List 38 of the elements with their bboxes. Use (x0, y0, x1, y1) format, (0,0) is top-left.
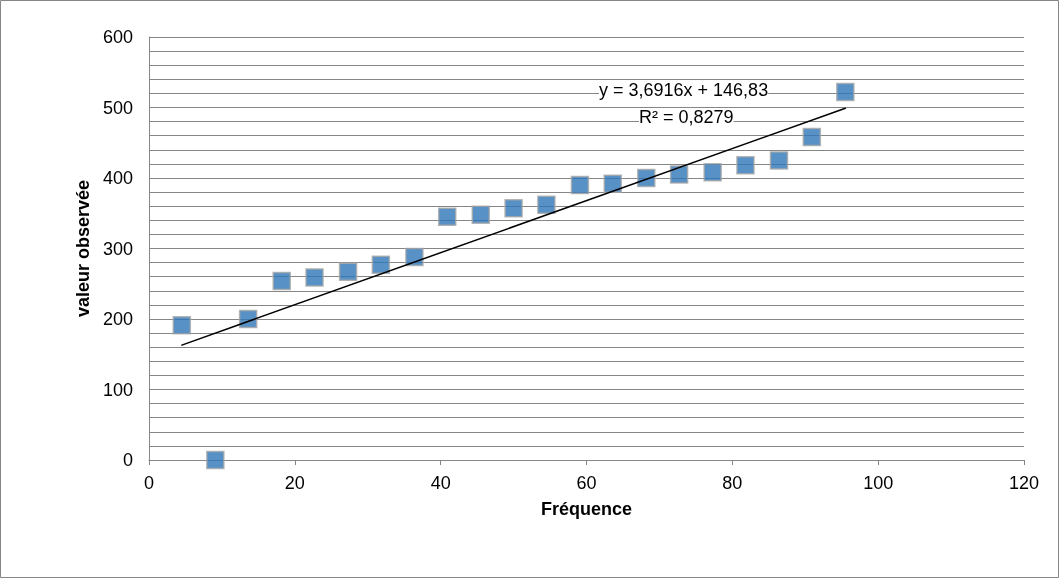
x-tick-label: 80 (722, 473, 743, 493)
annotation: R² = 0,8279 (639, 107, 734, 127)
point (603, 174, 622, 193)
x-tick-label: 20 (284, 473, 305, 493)
x-tick-label: 100 (863, 473, 894, 493)
y-tick-label: 100 (102, 379, 133, 400)
y-axis-title: valeur observée (73, 179, 94, 318)
y-tick-label: 600 (102, 27, 133, 47)
point (405, 247, 424, 267)
x-axis-title: Fréquence (540, 499, 633, 519)
y-tick-label: 0 (122, 450, 133, 470)
point (802, 127, 822, 147)
point (338, 262, 358, 282)
point (504, 199, 523, 218)
point (669, 165, 689, 184)
point (703, 163, 722, 182)
annotation: y = 3,6916x + 146,83 (599, 80, 769, 100)
point (471, 205, 491, 224)
x-tick-label: 0 (143, 473, 155, 493)
y-tick-label: 400 (102, 168, 133, 188)
point (305, 268, 324, 287)
point (769, 151, 789, 170)
y-tick-label: 300 (102, 238, 133, 259)
point (537, 195, 556, 215)
x-tick-label: 60 (576, 473, 597, 493)
point (836, 82, 855, 102)
point (637, 168, 656, 188)
x-tick-label: 40 (430, 473, 451, 493)
point (437, 207, 457, 227)
point (570, 175, 590, 195)
point (272, 271, 291, 291)
y-tick-label: 200 (102, 309, 133, 329)
y-tick-label: 500 (102, 97, 133, 118)
point (206, 450, 225, 470)
point (736, 156, 755, 175)
point (172, 316, 192, 335)
point (371, 255, 391, 274)
x-tick-label: 120 (1008, 473, 1040, 493)
